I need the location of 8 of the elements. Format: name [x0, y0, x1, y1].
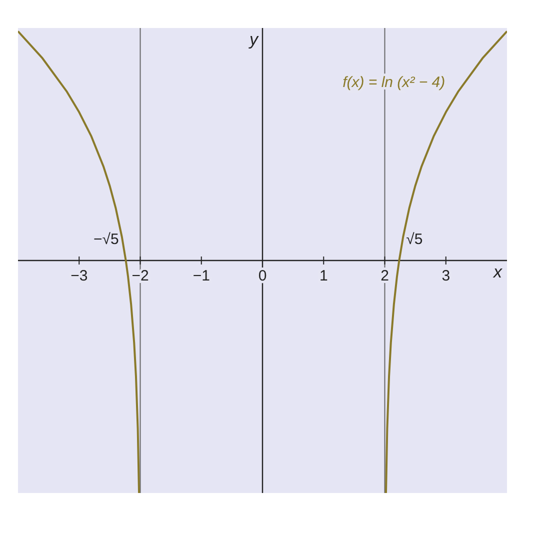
annotation: √5 [406, 230, 423, 248]
x-tick-label: 3 [442, 268, 450, 284]
x-axis-title: x [492, 262, 502, 282]
x-tick-label: −3 [70, 268, 88, 284]
annotation: −√5 [93, 230, 119, 248]
x-tick-label: −1 [192, 268, 210, 284]
y-axis-title: y [248, 30, 260, 50]
x-tick-label: 1 [319, 268, 328, 284]
